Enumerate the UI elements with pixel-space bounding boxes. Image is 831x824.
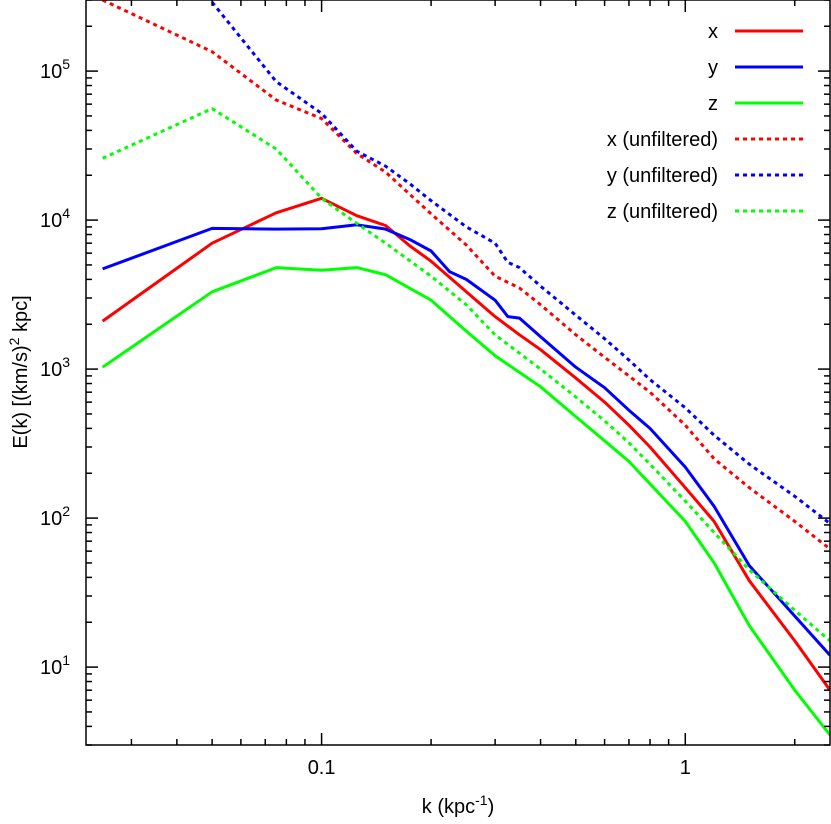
legend-label-y: y bbox=[708, 57, 718, 79]
y-tick-label-exponent: 4 bbox=[62, 205, 70, 221]
series-line-y bbox=[102, 223, 830, 657]
y-tick-label: 102 bbox=[40, 503, 70, 530]
series-layer bbox=[101, 0, 830, 736]
x-axis-label-tail: ) bbox=[488, 796, 495, 818]
legend: xyz x (unfiltered) y (unfiltered) z (unfilt… bbox=[607, 21, 803, 223]
legend-label-z: z bbox=[708, 93, 718, 115]
x-axis-label-base: k (kpc bbox=[422, 796, 475, 818]
x-axis-label-exponent: -1 bbox=[475, 792, 488, 808]
y-tick-label: 103 bbox=[40, 354, 70, 381]
y-axis-label-base: E(k) [(km/s) bbox=[10, 345, 32, 448]
y-axis-label-exponent: 2 bbox=[6, 337, 22, 345]
x-tick-label: 0.1 bbox=[308, 757, 336, 779]
series-line-z bbox=[101, 266, 830, 736]
legend-label-y-unfiltered: y (unfiltered) bbox=[607, 165, 718, 187]
series-line-x bbox=[101, 196, 830, 692]
y-tick-label-base: 10 bbox=[40, 210, 62, 232]
y-tick-label: 105 bbox=[40, 56, 70, 83]
series-line-z-unfiltered bbox=[101, 107, 830, 643]
legend-label-x: x bbox=[708, 21, 718, 43]
y-tick-label-base: 10 bbox=[40, 508, 62, 530]
series-line-x-unfiltered bbox=[101, 0, 830, 551]
y-tick-label-base: 10 bbox=[40, 657, 62, 679]
y-tick-label-exponent: 2 bbox=[62, 503, 70, 519]
y-tick-label-exponent: 3 bbox=[62, 354, 70, 370]
y-tick-label: 104 bbox=[40, 205, 70, 232]
y-axis-label: E(k) [(km/s)2 kpc] bbox=[6, 295, 32, 448]
y-tick-label-exponent: 1 bbox=[62, 652, 70, 668]
series-line-y-unfiltered bbox=[210, 1, 830, 525]
legend-label-z-unfiltered: z (unfiltered) bbox=[607, 201, 718, 223]
y-axis-label-tail: kpc] bbox=[10, 295, 32, 337]
x-axis-label: k (kpc-1) bbox=[422, 792, 494, 818]
y-tick-label: 101 bbox=[40, 652, 70, 679]
y-tick-label-base: 10 bbox=[40, 61, 62, 83]
plot-frame bbox=[85, 0, 831, 746]
legend-label-x-unfiltered: x (unfiltered) bbox=[607, 129, 718, 151]
y-tick-label-base: 10 bbox=[40, 359, 62, 381]
y-tick-label-exponent: 5 bbox=[62, 56, 70, 72]
x-tick-label: 1 bbox=[680, 757, 691, 779]
